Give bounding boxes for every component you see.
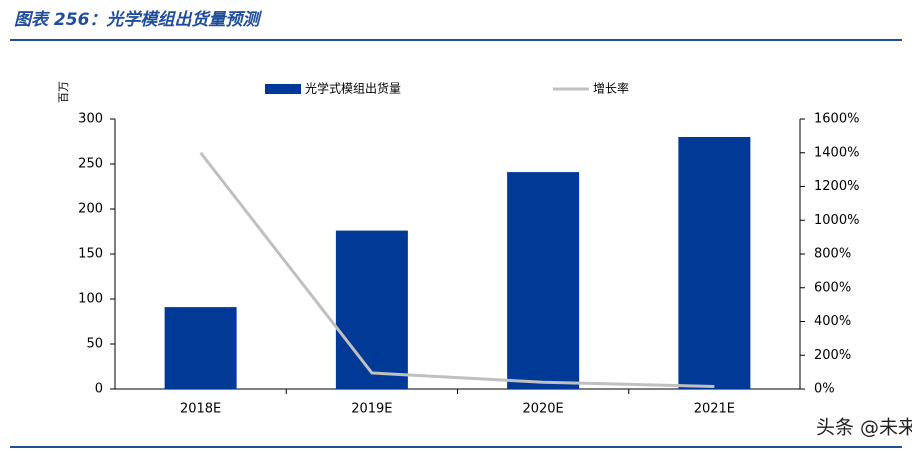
line (199, 151, 715, 388)
y-tick-label: 250 (78, 157, 103, 172)
y2-tick-label: 1000% (814, 213, 859, 228)
y-tick-label: 100 (78, 292, 103, 307)
legend-label: 光学式模组出货量 (305, 81, 401, 96)
chart-title: 图表 256：光学模组出货量预测 (14, 10, 262, 30)
x-tick-label: 2021E (694, 402, 735, 417)
legend-label: 增长率 (593, 81, 629, 96)
x-tick-label: 2020E (522, 402, 563, 417)
y2-tick-label: 1400% (814, 145, 859, 160)
x-tick-label: 2018E (180, 402, 221, 417)
y2-tick-label: 400% (814, 314, 851, 329)
watermark: 头条 @未来智库 (816, 417, 912, 439)
legend-swatch (265, 84, 301, 94)
bar (335, 230, 408, 389)
x-tick-label: 2019E (351, 402, 392, 417)
y2-tick-label: 800% (814, 247, 851, 262)
y2-tick-label: 1200% (814, 179, 859, 194)
y-axis-label: 百万 (57, 81, 70, 103)
y-tick-label: 200 (78, 202, 103, 217)
y-tick-label: 50 (86, 337, 103, 352)
y-tick-label: 300 (78, 112, 103, 127)
y2-tick-label: 1600% (814, 112, 859, 127)
y2-tick-label: 200% (814, 348, 851, 363)
bar (678, 137, 751, 389)
y-tick-label: 150 (78, 247, 103, 262)
y2-tick-label: 0% (814, 382, 835, 397)
bar (507, 172, 580, 389)
bar (164, 307, 237, 389)
y2-tick-label: 600% (814, 280, 851, 295)
y-tick-label: 0 (95, 382, 103, 397)
